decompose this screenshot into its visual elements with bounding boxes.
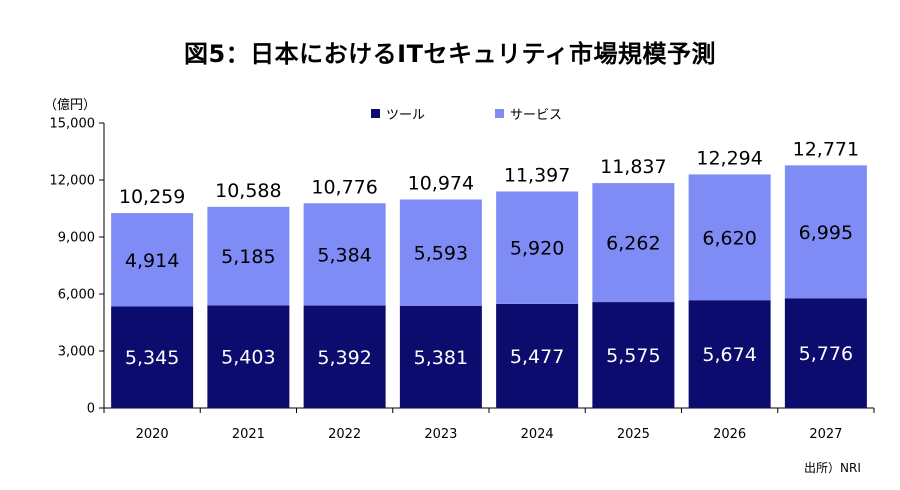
x-tick-label: 2027 — [809, 427, 842, 442]
x-tick-label: 2025 — [617, 427, 650, 442]
data-label-total: 10,259 — [119, 186, 185, 208]
legend-swatch-service — [495, 109, 504, 118]
x-tick-label: 2023 — [424, 427, 457, 442]
data-label-service: 5,920 — [510, 238, 564, 260]
bar-segment-tool — [399, 305, 482, 408]
data-label-tool: 5,776 — [799, 343, 853, 365]
data-label-total: 12,294 — [696, 147, 762, 169]
data-label-total: 11,837 — [600, 156, 666, 178]
y-tick-label: 0 — [87, 402, 95, 417]
bar-segment-tool — [111, 306, 194, 408]
chart-title: 図5：日本におけるITセキュリティ市場規模予測 — [183, 40, 717, 68]
data-label-total: 10,974 — [408, 172, 474, 194]
data-label-total: 12,771 — [793, 138, 859, 160]
bar-segment-tool — [784, 298, 867, 408]
data-label-total: 10,588 — [215, 180, 281, 202]
data-label-service: 6,620 — [702, 227, 756, 249]
legend-item-service: サービス — [495, 104, 562, 123]
legend-label-tool: ツール — [386, 108, 426, 123]
data-label-service: 5,185 — [221, 246, 275, 268]
data-label-tool: 5,381 — [414, 347, 468, 369]
source-note: 出所）NRI — [804, 461, 861, 475]
legend-label-service: サービス — [510, 108, 563, 123]
y-tick-label: 15,000 — [50, 117, 96, 132]
data-label-total: 11,397 — [504, 164, 570, 186]
x-tick-label: 2022 — [328, 427, 361, 442]
data-label-tool: 5,403 — [221, 347, 275, 369]
bar-segment-tool — [496, 303, 579, 408]
y-tick-label: 6,000 — [58, 288, 95, 303]
x-tick-label: 2024 — [521, 427, 554, 442]
legend-swatch-tool — [371, 109, 380, 118]
y-tick-label: 9,000 — [58, 231, 95, 246]
data-label-tool: 5,477 — [510, 346, 564, 368]
data-label-service: 6,262 — [606, 233, 660, 255]
x-tick-label: 2021 — [232, 427, 265, 442]
data-label-service: 5,384 — [317, 244, 371, 266]
bar-segment-service — [111, 213, 194, 307]
data-label-service: 5,593 — [414, 243, 468, 265]
y-axis-unit-label: （億円） — [44, 98, 97, 113]
data-label-tool: 5,345 — [125, 347, 179, 369]
legend-item-tool: ツール — [371, 104, 425, 123]
data-label-total: 10,776 — [311, 176, 377, 198]
bar-segment-service — [303, 203, 386, 306]
data-label-tool: 5,392 — [317, 347, 371, 369]
data-label-service: 4,914 — [125, 250, 179, 272]
bar-segment-service — [688, 174, 771, 301]
data-label-tool: 5,674 — [702, 344, 756, 366]
bar-segment-service — [207, 206, 290, 306]
chart-legend: ツール サービス — [0, 104, 900, 124]
bar-segment-service — [784, 165, 867, 299]
x-tick-label: 2026 — [713, 427, 746, 442]
bar-segment-service — [592, 183, 675, 303]
y-tick-label: 12,000 — [50, 174, 96, 189]
x-tick-label: 2020 — [136, 427, 169, 442]
bar-segment-service — [496, 191, 579, 304]
y-tick-label: 3,000 — [58, 345, 95, 360]
bar-segment-tool — [207, 305, 290, 408]
data-label-tool: 5,575 — [606, 345, 660, 367]
bar-segment-tool — [303, 305, 386, 408]
bar-segment-tool — [688, 300, 771, 408]
data-label-service: 6,995 — [799, 222, 853, 244]
bar-segment-service — [399, 199, 482, 306]
bar-segment-tool — [592, 302, 675, 408]
